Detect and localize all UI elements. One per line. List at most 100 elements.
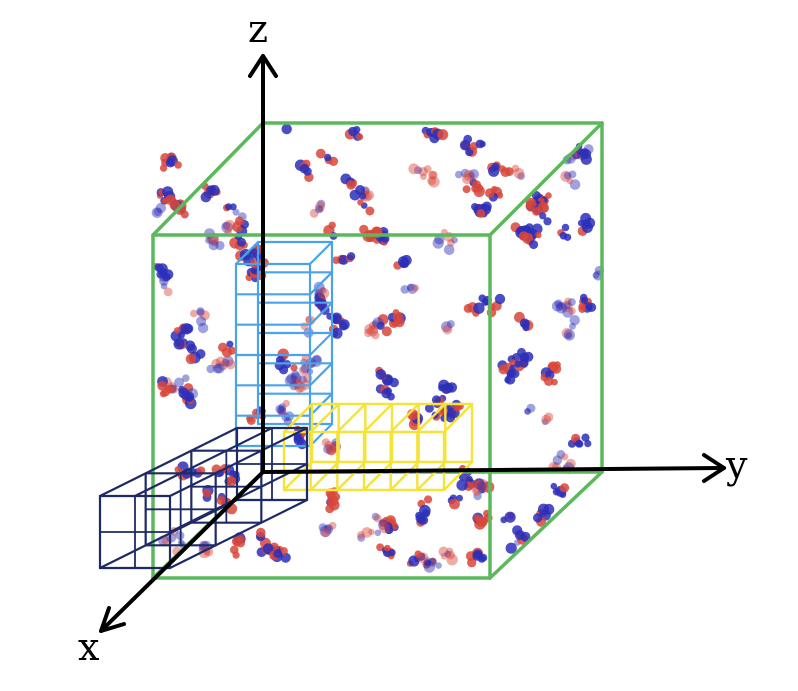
z-axis-label: z (248, 10, 268, 48)
particle (576, 440, 583, 447)
y-axis-arrowhead (704, 455, 724, 468)
box-depth-edge (153, 123, 263, 235)
particle (382, 326, 392, 336)
particle (376, 369, 387, 380)
particle (569, 171, 577, 179)
particle (350, 190, 361, 201)
particle (499, 364, 509, 374)
particle (442, 325, 452, 335)
particle (417, 552, 428, 563)
particle (273, 549, 282, 558)
particle (472, 551, 482, 561)
particle (522, 324, 529, 331)
particle (316, 149, 326, 159)
y-grid-diag (311, 462, 339, 490)
particle (174, 327, 181, 334)
y-grid-diag (311, 404, 339, 432)
particle (504, 377, 511, 384)
particle (471, 203, 479, 211)
particle (557, 303, 565, 311)
particle (463, 185, 471, 193)
particle (447, 382, 457, 392)
y-axis-label: y (726, 446, 747, 484)
particle (347, 252, 355, 260)
particle (505, 167, 514, 176)
particle (544, 412, 553, 421)
particle (477, 209, 486, 218)
particle (209, 185, 220, 196)
particle (384, 545, 391, 552)
particle (277, 406, 286, 415)
particle (346, 180, 356, 190)
particle (568, 298, 576, 306)
particle (475, 184, 482, 191)
particle (186, 354, 196, 364)
particle (321, 528, 330, 537)
particle (520, 353, 529, 362)
particle (446, 554, 457, 565)
particle (235, 216, 244, 225)
particle (357, 531, 365, 539)
x-axis-label: x (78, 628, 99, 666)
particle (469, 169, 479, 179)
y-grid-diag (364, 404, 392, 432)
particle (524, 408, 531, 415)
particle (198, 323, 208, 333)
particle (160, 164, 167, 171)
particle (166, 386, 174, 394)
particle (182, 374, 190, 382)
particle (429, 171, 437, 179)
particle (315, 205, 323, 213)
particle (564, 329, 575, 340)
particle (433, 238, 444, 249)
particle (505, 512, 516, 523)
particle (225, 203, 232, 210)
particle (533, 513, 542, 522)
particle (160, 390, 167, 397)
particle (578, 303, 585, 310)
particle (375, 530, 382, 537)
particle (495, 294, 505, 304)
particle (326, 444, 337, 455)
particle (356, 133, 363, 140)
particle (152, 207, 163, 218)
particle (387, 393, 395, 401)
particle (300, 164, 310, 174)
particle (297, 439, 307, 449)
y-grid-diag (417, 462, 445, 490)
particle (283, 400, 290, 407)
particle (401, 255, 412, 266)
particle (420, 173, 427, 180)
particle (359, 225, 368, 234)
particle (479, 141, 486, 148)
z-grid-rung (310, 242, 332, 264)
z-grid-rung (310, 333, 332, 355)
particle (159, 273, 168, 282)
particle (232, 536, 242, 546)
y-grid-diag (337, 462, 365, 490)
particle (585, 302, 593, 310)
particle (437, 129, 448, 140)
particle (561, 453, 568, 460)
particle (512, 525, 522, 535)
box-depth-edge (490, 472, 602, 578)
particle (551, 379, 558, 386)
particle (582, 222, 593, 233)
particle (543, 217, 551, 225)
particle (181, 323, 192, 334)
particle (408, 163, 419, 174)
particle (290, 364, 297, 371)
particle (424, 495, 432, 503)
particle (584, 440, 591, 447)
particle (174, 161, 182, 169)
y-grid-diag (391, 462, 419, 490)
particle (416, 514, 425, 523)
particle (569, 323, 576, 330)
particle (491, 186, 498, 193)
particle (412, 285, 419, 292)
particle (364, 329, 372, 337)
particle (318, 288, 329, 299)
particle (395, 317, 405, 327)
particle (282, 124, 292, 134)
